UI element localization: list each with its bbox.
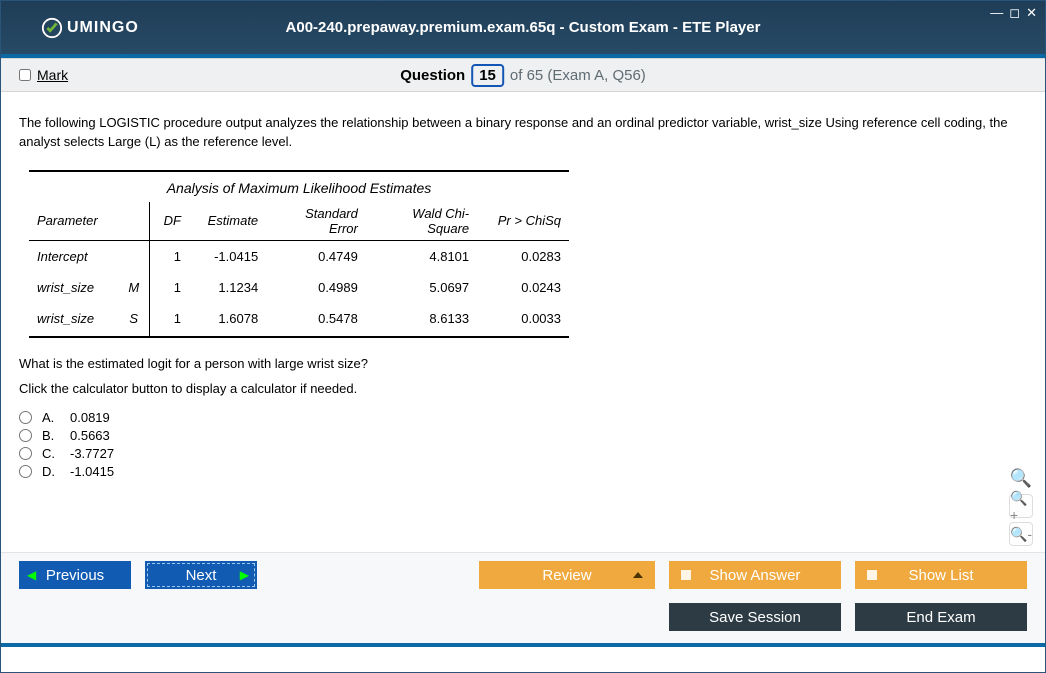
answer-option[interactable]: D. -1.0415	[19, 464, 1027, 479]
option-value: 0.5663	[70, 428, 110, 443]
cell-level: S	[119, 303, 149, 336]
cell-df: 1	[149, 272, 189, 303]
cell-p: 0.0283	[477, 240, 569, 272]
cell-param: wrist_size	[29, 272, 119, 303]
end-exam-button[interactable]: End Exam	[855, 603, 1027, 631]
zoom-in-icon[interactable]: 🔍+	[1009, 494, 1033, 518]
window-title: A00-240.prepaway.premium.exam.65q - Cust…	[286, 19, 761, 36]
col-estimate: Estimate	[189, 202, 266, 241]
cell-se: 0.5478	[266, 303, 366, 336]
option-value: 0.0819	[70, 410, 110, 425]
bottom-accent	[1, 643, 1045, 647]
col-level	[119, 202, 149, 241]
option-letter: B.	[42, 428, 60, 443]
answer-option[interactable]: B. 0.5663	[19, 428, 1027, 443]
window-controls: — ◻ ✕	[990, 5, 1037, 21]
question-bar: Mark Question 15 of 65 (Exam A, Q56)	[1, 58, 1045, 92]
cell-p: 0.0033	[477, 303, 569, 336]
next-button[interactable]: Next ▶	[145, 561, 257, 589]
chevron-right-icon: ▶	[240, 568, 249, 582]
title-bar: UMINGO A00-240.prepaway.premium.exam.65q…	[1, 1, 1045, 54]
sub-question-1: What is the estimated logit for a person…	[19, 356, 1027, 371]
triangle-up-icon	[633, 572, 643, 578]
table-title: Analysis of Maximum Likelihood Estimates	[29, 172, 569, 202]
option-value: -1.0415	[70, 464, 114, 479]
cell-se: 0.4749	[266, 240, 366, 272]
save-session-button[interactable]: Save Session	[669, 603, 841, 631]
review-button[interactable]: Review	[479, 561, 655, 589]
cell-est: 1.1234	[189, 272, 266, 303]
logo-check-icon	[41, 17, 63, 39]
question-word: Question	[400, 67, 465, 84]
zoom-out-icon[interactable]: 🔍-	[1009, 522, 1033, 546]
cell-se: 0.4989	[266, 272, 366, 303]
search-icon[interactable]: 🔍	[1009, 466, 1033, 490]
logo-text: UMINGO	[67, 19, 139, 37]
cell-p: 0.0243	[477, 272, 569, 303]
cell-df: 1	[149, 240, 189, 272]
option-radio[interactable]	[19, 465, 32, 478]
mark-checkbox[interactable]	[19, 69, 31, 81]
answer-option[interactable]: A. 0.0819	[19, 410, 1027, 425]
cell-level	[119, 240, 149, 272]
answer-option[interactable]: C. -3.7727	[19, 446, 1027, 461]
col-wald: Wald Chi-Square	[366, 202, 477, 241]
show-list-button[interactable]: Show List	[855, 561, 1027, 589]
maximize-icon[interactable]: ◻	[1009, 5, 1020, 21]
option-radio[interactable]	[19, 447, 32, 460]
option-radio[interactable]	[19, 429, 32, 442]
cell-wald: 8.6133	[366, 303, 477, 336]
col-parameter: Parameter	[29, 202, 119, 241]
question-text: The following LOGISTIC procedure output …	[19, 114, 1027, 152]
cell-level: M	[119, 272, 149, 303]
col-p: Pr > ChiSq	[477, 202, 569, 241]
chevron-left-icon: ◀	[27, 568, 36, 582]
answer-options: A. 0.0819 B. 0.5663 C. -3.7727 D. -1.0415	[19, 410, 1027, 479]
cell-est: 1.6078	[189, 303, 266, 336]
mle-table: Analysis of Maximum Likelihood Estimates…	[29, 170, 569, 338]
previous-button[interactable]: ◀ Previous	[19, 561, 131, 589]
show-answer-button[interactable]: Show Answer	[669, 561, 841, 589]
side-tools: 🔍 🔍+ 🔍-	[1009, 466, 1033, 546]
cell-est: -1.0415	[189, 240, 266, 272]
question-total: of 65 (Exam A, Q56)	[510, 67, 646, 84]
option-value: -3.7727	[70, 446, 114, 461]
button-row-1: ◀ Previous Next ▶ Review Show Answer Sho…	[1, 552, 1045, 597]
minimize-icon[interactable]: —	[990, 5, 1003, 21]
cell-param: wrist_size	[29, 303, 119, 336]
cell-df: 1	[149, 303, 189, 336]
col-se: Standard Error	[266, 202, 366, 241]
option-letter: D.	[42, 464, 60, 479]
close-icon[interactable]: ✕	[1026, 5, 1037, 21]
logo: UMINGO	[41, 17, 139, 39]
button-row-2: Save Session End Exam	[1, 597, 1045, 643]
content-area: The following LOGISTIC procedure output …	[1, 92, 1045, 552]
question-current: 15	[471, 64, 504, 87]
square-icon	[681, 570, 691, 580]
option-letter: C.	[42, 446, 60, 461]
cell-wald: 4.8101	[366, 240, 477, 272]
cell-wald: 5.0697	[366, 272, 477, 303]
option-letter: A.	[42, 410, 60, 425]
square-icon	[867, 570, 877, 580]
col-df: DF	[149, 202, 189, 241]
mark-control[interactable]: Mark	[19, 67, 68, 83]
mark-label: Mark	[37, 67, 68, 83]
option-radio[interactable]	[19, 411, 32, 424]
sub-question-2: Click the calculator button to display a…	[19, 381, 1027, 396]
cell-param: Intercept	[29, 240, 119, 272]
question-number: Question 15 of 65 (Exam A, Q56)	[400, 64, 646, 87]
